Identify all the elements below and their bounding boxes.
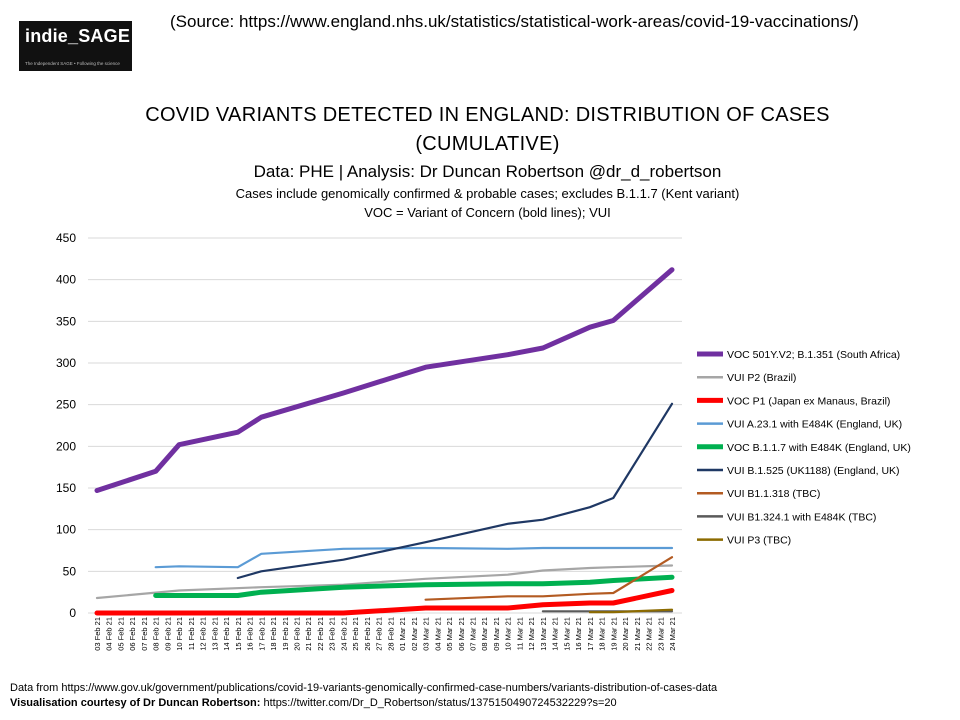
chart-note-2: VOC = Variant of Concern (bold lines); V…: [364, 205, 611, 220]
legend-label-9: VUI P3 (TBC): [727, 535, 791, 547]
x-tick-label: 28 Feb 21: [386, 617, 395, 651]
credit-footer: Visualisation courtesy of Dr Duncan Robe…: [10, 697, 617, 709]
x-tick-label: 07 Mar 21: [469, 617, 478, 651]
series-line-7: [424, 556, 674, 601]
line-chart: 0 50 100 150 200 250 300 350 400 450 03 Feb 21 04 F…: [56, 231, 911, 651]
x-tick-label: 25 Feb 21: [351, 617, 360, 651]
y-tick-label: 400: [56, 273, 76, 287]
chart-title-line2: (CUMULATIVE): [415, 133, 560, 155]
x-tick-label: 14 Feb 21: [222, 617, 231, 651]
x-tick-label: 13 Mar 21: [539, 617, 548, 651]
series-line-9: [588, 608, 674, 614]
y-tick-label: 450: [56, 231, 76, 245]
y-tick-label: 0: [69, 606, 76, 620]
y-tick-label: 350: [56, 314, 76, 328]
series-line-2: [95, 564, 674, 600]
x-tick-label: 05 Feb 21: [116, 617, 125, 651]
credit-link[interactable]: https://twitter.com/Dr_D_Robertson/statu…: [260, 697, 617, 709]
indie-sage-logo: indie_SAGE The Independent SAGE • Follow…: [19, 21, 132, 71]
legend-label-7: VUI B1.1.318 (TBC): [727, 488, 820, 500]
x-tick-label: 23 Feb 21: [328, 617, 337, 651]
series-line-3: [94, 588, 675, 616]
x-tick-label: 20 Mar 21: [621, 617, 630, 651]
x-tick-label: 08 Feb 21: [152, 617, 161, 651]
x-tick-label: 02 Mar 21: [410, 617, 419, 651]
x-tick-label: 20 Feb 21: [292, 617, 301, 651]
chart-title: COVID VARIANTS DETECTED IN ENGLAND: DIST…: [145, 104, 830, 126]
credit-label: Visualisation courtesy of Dr Duncan Robe…: [10, 697, 261, 709]
x-tick-label: 26 Feb 21: [363, 617, 372, 651]
x-tick-label: 10 Feb 21: [175, 617, 184, 651]
x-tick-label: 16 Feb 21: [246, 617, 255, 651]
x-tick-label: 15 Feb 21: [234, 617, 243, 651]
y-tick-label: 50: [63, 564, 77, 578]
legend-label-4: VUI A.23.1 with E484K (England, UK): [727, 419, 902, 431]
x-tick-label: 22 Mar 21: [645, 617, 654, 651]
x-tick-label: 10 Mar 21: [504, 617, 513, 651]
logo-title: indie_SAGE: [25, 26, 131, 46]
x-tick-label: 17 Feb 21: [257, 617, 266, 651]
legend-label-2: VUI P2 (Brazil): [727, 372, 796, 384]
legend-label-6: VUI B.1.525 (UK1188) (England, UK): [727, 465, 900, 477]
x-tick-label: 18 Mar 21: [598, 617, 607, 651]
x-tick-label: 19 Mar 21: [609, 617, 618, 651]
x-tick-label: 04 Mar 21: [433, 617, 442, 651]
x-tick-label: 01 Mar 21: [398, 617, 407, 651]
x-tick-label: 11 Mar 21: [515, 617, 524, 650]
x-tick-label: 21 Mar 21: [633, 617, 642, 651]
x-tick-label: 08 Mar 21: [480, 617, 489, 651]
x-tick-label: 14 Mar 21: [551, 617, 560, 651]
x-tick-label: 09 Mar 21: [492, 617, 501, 651]
x-tick-label: 07 Feb 21: [140, 617, 149, 651]
y-tick-label: 250: [56, 398, 76, 412]
x-tick-label: 11 Feb 21: [187, 617, 196, 650]
legend-label-1: VOC 501Y.V2; B.1.351 (South Africa): [727, 349, 900, 361]
chart-note-1: Cases include genomically confirmed & pr…: [235, 186, 740, 201]
x-tick-label: 21 Feb 21: [304, 617, 313, 651]
y-tick-label: 150: [56, 481, 76, 495]
legend-label-3: VOC P1 (Japan ex Manaus, Brazil): [727, 395, 890, 407]
x-tick-label: 23 Mar 21: [656, 617, 665, 651]
x-tick-label: 12 Feb 21: [199, 617, 208, 651]
x-tick-label: 19 Feb 21: [281, 617, 290, 651]
y-tick-label: 100: [56, 523, 76, 537]
y-tick-label: 200: [56, 439, 76, 453]
series-line-6: [236, 402, 674, 580]
x-tick-label: 17 Mar 21: [586, 617, 595, 651]
x-tick-label: 12 Mar 21: [527, 617, 536, 651]
x-tick-label: 16 Mar 21: [574, 617, 583, 651]
logo-tagline: The Independent SAGE • Following the sci…: [25, 61, 120, 66]
x-tick-label: 18 Feb 21: [269, 617, 278, 651]
series-line-5: [153, 574, 675, 598]
x-tick-label: 05 Mar 21: [445, 617, 454, 651]
x-tick-label: 15 Mar 21: [562, 617, 571, 651]
x-tick-label: 13 Feb 21: [210, 617, 219, 651]
x-tick-label: 03 Mar 21: [422, 617, 431, 651]
x-tick-label: 06 Feb 21: [128, 617, 137, 651]
x-tick-label: 27 Feb 21: [375, 617, 384, 651]
chart-subtitle: Data: PHE | Analysis: Dr Duncan Robertso…: [253, 162, 722, 181]
x-tick-label: 09 Feb 21: [163, 617, 172, 651]
x-tick-label: 24 Feb 21: [339, 617, 348, 651]
data-source-footer: Data from https://www.gov.uk/government/…: [10, 682, 718, 694]
x-tick-label: 04 Feb 21: [105, 617, 114, 651]
series-line-1: [94, 267, 675, 493]
x-tick-label: 24 Mar 21: [668, 617, 677, 651]
y-tick-label: 300: [56, 356, 76, 370]
x-tick-label: 06 Mar 21: [457, 617, 466, 651]
x-tick-label: 22 Feb 21: [316, 617, 325, 651]
series-line-4: [154, 546, 674, 569]
source-note: (Source: https://www.england.nhs.uk/stat…: [170, 12, 859, 31]
legend-label-8: VUI B1.324.1 with E484K (TBC): [727, 511, 876, 523]
x-tick-label: 03 Feb 21: [93, 617, 102, 651]
legend-label-5: VOC B.1.1.7 with E484K (England, UK): [727, 442, 911, 454]
